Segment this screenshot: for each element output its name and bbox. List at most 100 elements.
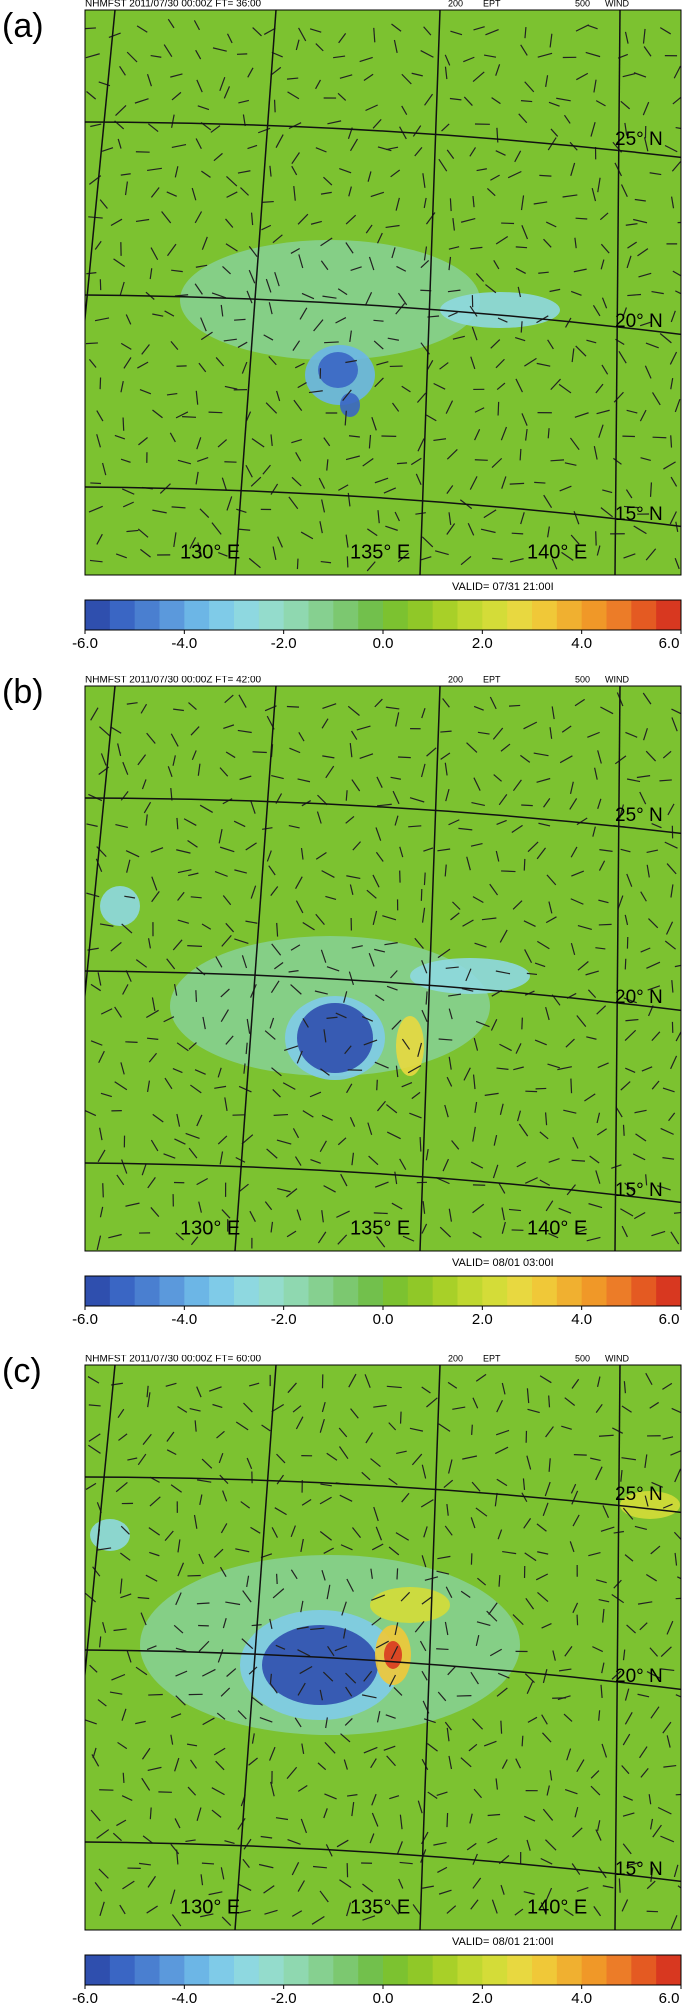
wind-barb	[515, 246, 528, 249]
wind-barb	[390, 169, 401, 178]
wind-barb	[221, 477, 227, 490]
wind-barb	[460, 1590, 471, 1598]
wind-barb	[276, 1474, 284, 1485]
wind-barb	[171, 269, 183, 273]
wind-barb	[634, 1525, 647, 1531]
wind-barb	[391, 23, 402, 32]
colorbar-swatch	[159, 600, 185, 630]
wind-barb	[672, 270, 681, 277]
colorbar-swatch	[234, 1955, 260, 1985]
wind-barb	[651, 1031, 661, 1042]
wind-barb	[350, 1408, 359, 1419]
wind-barb	[223, 86, 231, 99]
longitude-line	[614, 10, 621, 575]
wind-barb	[396, 1450, 407, 1455]
wind-barb	[550, 128, 559, 137]
wind-barb	[385, 706, 400, 710]
wind-barb	[375, 851, 384, 862]
colorbar-tick-label: -4.0	[171, 635, 197, 652]
wind-barb	[137, 1453, 147, 1466]
wind-barb	[295, 900, 304, 914]
wind-barb	[415, 473, 422, 485]
wind-barb	[662, 1382, 673, 1390]
wind-barb	[498, 1575, 501, 1587]
wind-barb	[598, 1434, 614, 1437]
wind-barb	[122, 1880, 135, 1890]
wind-barb	[149, 1807, 152, 1820]
wind-barb	[426, 360, 434, 371]
wind-barb	[374, 1061, 389, 1069]
wind-barb	[177, 1405, 188, 1413]
wind-barb	[235, 1156, 246, 1163]
wind-barb	[557, 1066, 572, 1071]
wind-barb	[166, 1431, 175, 1442]
wind-barb	[126, 1650, 132, 1663]
colorbar-swatch	[606, 1276, 632, 1306]
map-frame	[84, 1364, 682, 1931]
wind-barb	[472, 1397, 479, 1409]
wind-barb	[294, 1717, 302, 1728]
wind-barb	[471, 326, 478, 341]
wind-barb	[475, 1507, 488, 1517]
wind-barb	[264, 1201, 273, 1211]
wind-barb	[177, 869, 192, 874]
wind-barb	[196, 1807, 202, 1822]
wind-barb	[624, 914, 629, 926]
wind-barb	[282, 1082, 296, 1090]
wind-barb	[339, 1494, 353, 1502]
wind-barb	[97, 1699, 107, 1707]
wind-barb	[189, 1759, 197, 1769]
wind-barb	[585, 51, 601, 58]
wind-barb	[548, 1232, 559, 1239]
wind-barb	[234, 938, 249, 944]
wind-barb	[373, 340, 384, 350]
wind-barb	[338, 1427, 348, 1438]
wind-barb	[666, 1735, 671, 1748]
wind-barb	[124, 895, 136, 899]
wind-barb	[475, 273, 485, 282]
wind-barb	[545, 916, 557, 924]
wind-barb	[664, 841, 678, 849]
wind-barb	[536, 847, 546, 860]
wind-barb	[313, 319, 324, 332]
wind-barb	[469, 476, 478, 490]
wind-barb	[199, 1494, 203, 1506]
wind-barb	[164, 1530, 174, 1542]
wind-barb	[114, 1006, 122, 1018]
wind-barb	[200, 1874, 204, 1886]
wind-barb	[222, 1617, 227, 1629]
wind-barb	[211, 522, 222, 535]
wind-barb	[315, 79, 322, 90]
wind-barb	[295, 452, 302, 462]
colorbar-swatch	[631, 1276, 657, 1306]
wind-barb	[646, 1671, 661, 1679]
wind-barb	[515, 267, 526, 274]
panel: (a)NHMFST 2011/07/30 00:00Z FT= 36:00 200…	[2, 0, 682, 652]
longitude-label: 140° E	[527, 541, 587, 563]
wind-barb	[515, 1043, 522, 1054]
wind-barb	[525, 1597, 535, 1610]
wind-barb	[301, 292, 315, 300]
wind-barb	[120, 1552, 131, 1561]
wind-barb	[172, 1068, 183, 1074]
wind-barb	[85, 1482, 97, 1490]
wind-barb	[674, 399, 681, 413]
wind-barb	[524, 357, 537, 367]
wind-barb	[496, 819, 507, 826]
wind-barb	[472, 1074, 476, 1090]
wind-barb	[102, 1183, 104, 1198]
wind-barb	[671, 1407, 681, 1414]
wind-barb	[462, 919, 474, 927]
colorbar-swatch	[109, 600, 136, 630]
wind-barb	[598, 899, 609, 904]
wind-barb	[495, 970, 511, 975]
wind-barb	[448, 1056, 452, 1070]
wind-barb	[321, 1401, 326, 1413]
wind-barb	[420, 763, 426, 778]
wind-barb	[490, 1018, 498, 1031]
wind-barb	[235, 1548, 250, 1553]
wind-barb	[163, 1153, 176, 1159]
wind-barb	[319, 521, 323, 534]
wind-barb	[196, 1177, 208, 1186]
wind-barb	[593, 79, 597, 93]
